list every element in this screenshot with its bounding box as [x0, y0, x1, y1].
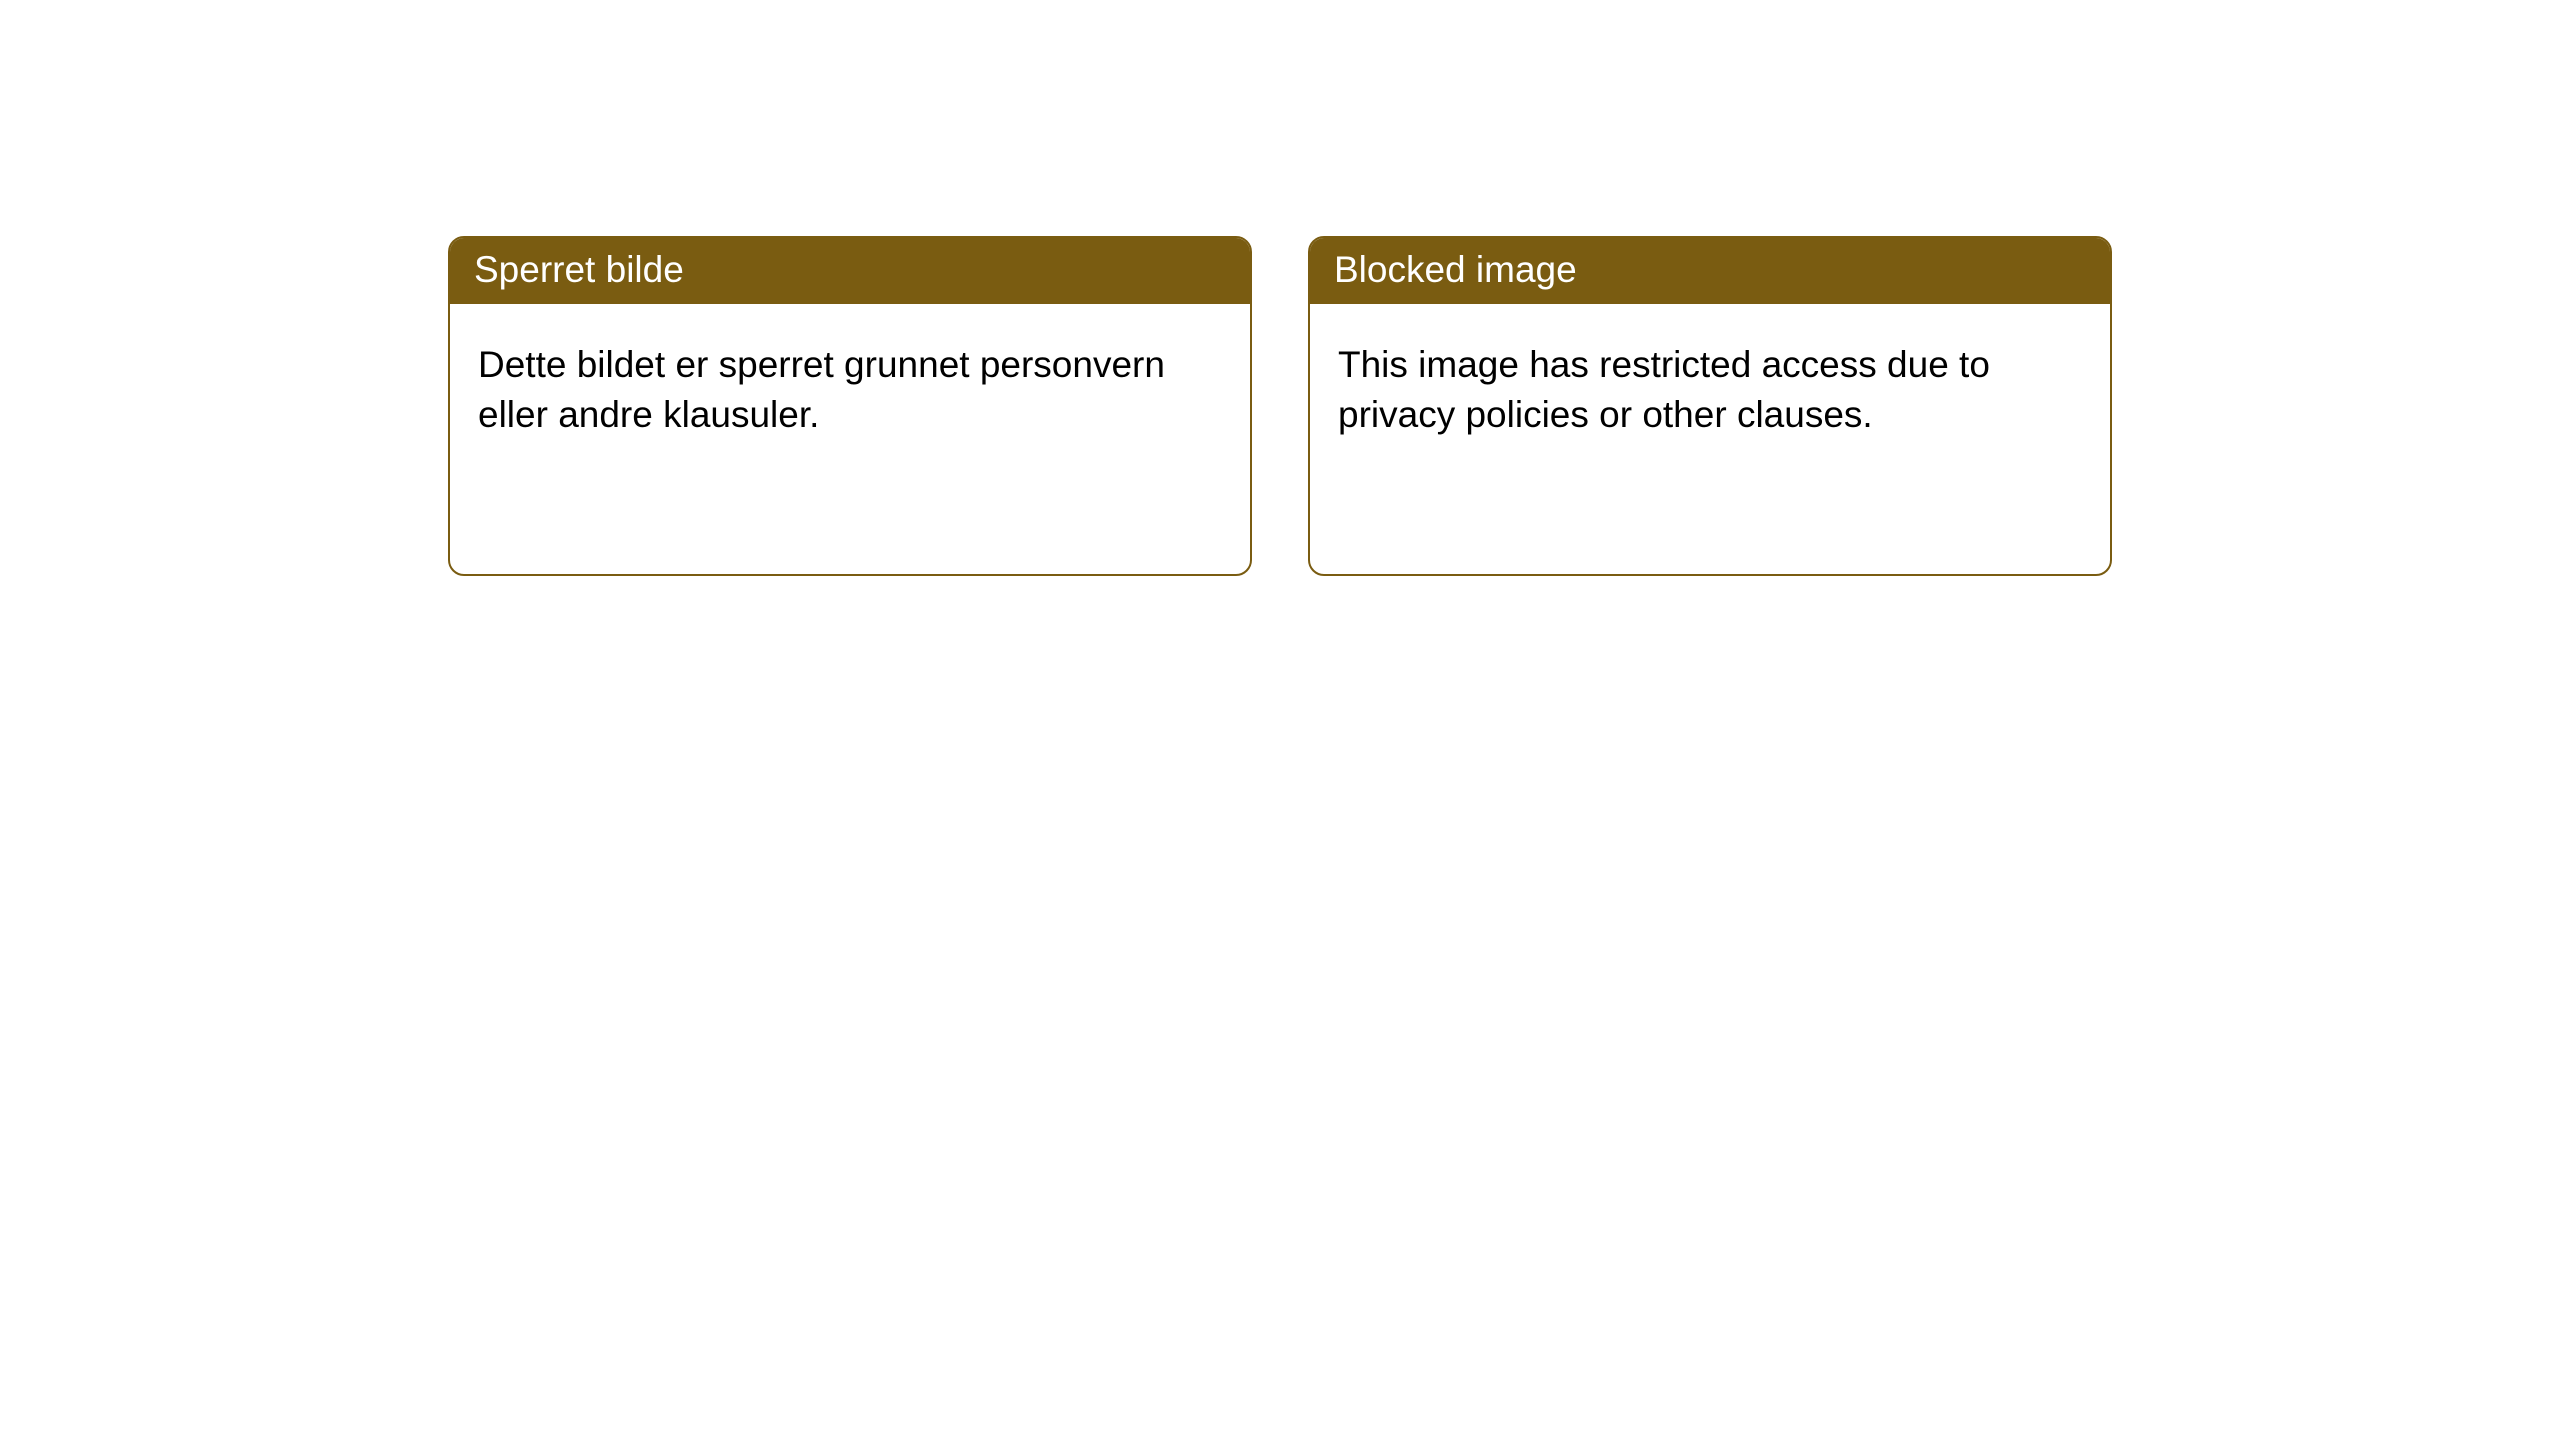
blocked-image-card-en: Blocked image This image has restricted … — [1308, 236, 2112, 576]
cards-container: Sperret bilde Dette bildet er sperret gr… — [0, 0, 2560, 576]
card-header-no: Sperret bilde — [450, 238, 1250, 304]
blocked-image-card-no: Sperret bilde Dette bildet er sperret gr… — [448, 236, 1252, 576]
card-header-en: Blocked image — [1310, 238, 2110, 304]
card-title-no: Sperret bilde — [474, 249, 684, 290]
card-body-en: This image has restricted access due to … — [1310, 304, 2110, 574]
card-text-en: This image has restricted access due to … — [1338, 340, 2082, 440]
card-body-no: Dette bildet er sperret grunnet personve… — [450, 304, 1250, 574]
card-title-en: Blocked image — [1334, 249, 1577, 290]
card-text-no: Dette bildet er sperret grunnet personve… — [478, 340, 1222, 440]
